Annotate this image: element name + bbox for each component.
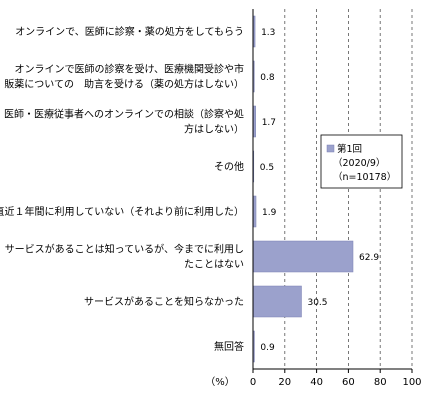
value-label-1: 0.8 xyxy=(260,73,275,83)
category-label-2-line-1: 方はしない） xyxy=(184,123,244,136)
x-unit-label: （%） xyxy=(205,376,235,388)
legend-box xyxy=(320,134,403,189)
legend-label-line-2: （n=10178） xyxy=(333,171,396,183)
x-tick-label-100: 100 xyxy=(402,377,421,388)
category-label-5-line-1: たことはない xyxy=(184,259,244,271)
value-label-0: 1.3 xyxy=(261,28,275,38)
legend: 第1回 （2020/9） （n=10178） xyxy=(320,134,403,189)
value-label-4: 1.9 xyxy=(262,208,277,218)
category-label-2-line-0: 医師・医療従事者へのオンラインでの相談（診察や処 xyxy=(4,108,244,121)
x-tick-label-40: 40 xyxy=(310,377,323,388)
x-tick-label-0: 0 xyxy=(250,377,256,388)
bars xyxy=(252,15,354,363)
x-tick-label-20: 20 xyxy=(278,377,291,388)
category-label-3: その他 xyxy=(214,160,244,173)
bar-6 xyxy=(252,285,302,318)
legend-label-line-0: 第1回 xyxy=(337,143,362,155)
value-label-6: 30.5 xyxy=(307,298,327,308)
bar-5 xyxy=(252,240,354,273)
value-label-2: 1.7 xyxy=(262,118,276,128)
x-axis: 0 20 40 60 80 100 （%） xyxy=(205,9,422,388)
value-labels: 1.3 0.8 1.7 0.5 1.9 62.9 30.5 0.9 xyxy=(260,28,380,353)
grid-lines xyxy=(284,9,413,369)
category-label-7: 無回答 xyxy=(214,340,244,353)
value-label-5: 62.9 xyxy=(359,253,379,263)
x-tick-label-60: 60 xyxy=(342,377,355,388)
category-label-0: オンラインで、医師に診察・薬の処方をしてもらう xyxy=(15,25,244,38)
category-label-1-line-0: オンラインで医師の診察を受け、医療機関受診や市 xyxy=(15,63,245,76)
x-tick-label-80: 80 xyxy=(374,377,387,388)
legend-swatch xyxy=(326,144,335,153)
category-labels: オンラインで、医師に診察・薬の処方をしてもらうオンラインで医師の診察を受け、医療… xyxy=(0,25,244,353)
value-label-3: 0.5 xyxy=(260,163,274,173)
category-label-5-line-0: サービスがあることは知っているが、今までに利用し xyxy=(5,243,244,256)
category-label-1-line-1: 販薬についての 助言を受ける（薬の処方はしない） xyxy=(4,78,244,91)
category-label-6: サービスがあることを知らなかった xyxy=(84,295,244,308)
legend-label-line-1: （2020/9） xyxy=(333,157,385,169)
category-label-4: 直近１年間に利用していない（それより前に利用した） xyxy=(0,205,244,218)
value-label-7: 0.9 xyxy=(260,343,275,353)
